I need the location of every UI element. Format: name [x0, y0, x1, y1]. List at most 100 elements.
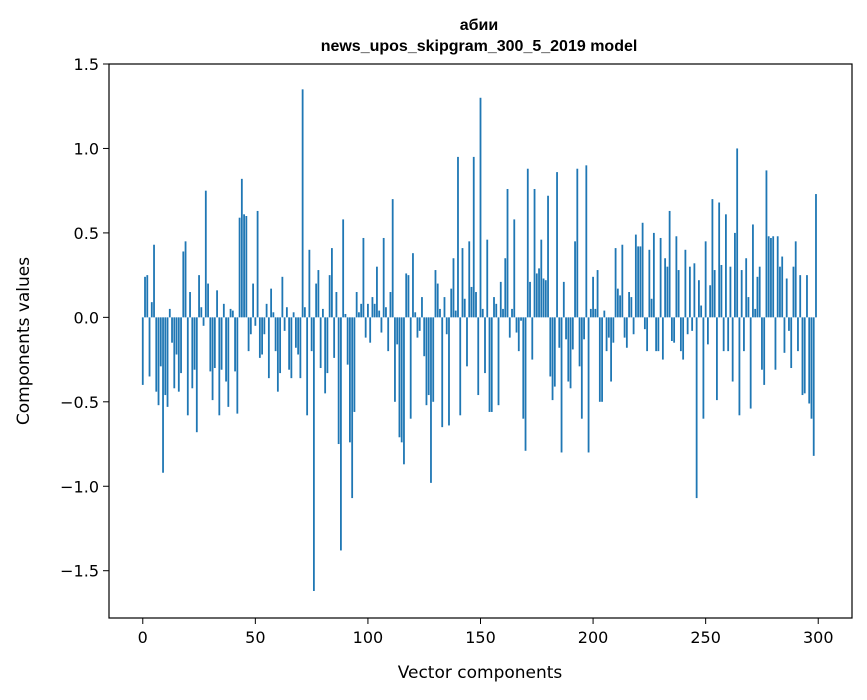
- bar: [792, 266, 795, 318]
- bar: [164, 317, 167, 396]
- bar: [439, 308, 441, 318]
- bar: [538, 268, 540, 318]
- bar: [459, 317, 462, 416]
- bar: [279, 317, 282, 374]
- plot-frame: [108, 63, 853, 619]
- bar: [553, 317, 556, 387]
- bar: [441, 317, 444, 428]
- bar: [486, 239, 489, 318]
- bar: [407, 275, 410, 318]
- bar: [520, 317, 522, 321]
- bar: [472, 156, 475, 318]
- bar: [256, 210, 259, 318]
- bar: [319, 317, 322, 369]
- bar: [673, 317, 676, 343]
- bar: [743, 317, 745, 352]
- bar: [580, 317, 583, 419]
- bar: [547, 195, 549, 318]
- bar: [150, 302, 153, 318]
- bar: [146, 275, 149, 318]
- bar: [709, 285, 712, 318]
- bar: [389, 292, 392, 318]
- x-axis-label: Vector components: [398, 663, 563, 683]
- bar: [682, 317, 685, 360]
- bar: [533, 188, 536, 318]
- x-tick-label: 150: [465, 628, 496, 647]
- bar: [463, 298, 466, 318]
- x-axis: 0 50 100 150 200 250 300: [138, 618, 834, 647]
- bar: [684, 249, 687, 318]
- bar: [585, 165, 588, 318]
- bar: [376, 266, 378, 318]
- bar: [666, 266, 669, 318]
- bar: [731, 317, 734, 382]
- bar: [661, 317, 664, 360]
- bar: [560, 317, 563, 453]
- x-tick-label: 0: [138, 628, 148, 647]
- bar: [229, 308, 232, 318]
- bar: [767, 236, 770, 318]
- bar: [614, 248, 617, 318]
- x-tick-label: 300: [803, 628, 834, 647]
- bar: [740, 270, 743, 318]
- bar: [371, 297, 374, 318]
- bar: [324, 317, 327, 394]
- bar: [425, 317, 428, 406]
- bar: [675, 236, 678, 318]
- bar: [562, 281, 565, 318]
- x-tick-label: 250: [690, 628, 721, 647]
- bar: [225, 317, 227, 382]
- bar: [175, 317, 178, 355]
- bar: [484, 317, 486, 374]
- bar: [297, 317, 300, 355]
- bar: [328, 275, 331, 318]
- bar: [315, 283, 318, 318]
- bar: [281, 276, 284, 318]
- bar: [513, 219, 516, 318]
- bar: [790, 317, 793, 369]
- bars-group: [141, 89, 817, 591]
- y-tick-label: −1.5: [60, 562, 99, 581]
- bar: [565, 317, 567, 340]
- bar: [391, 199, 394, 318]
- bar: [578, 317, 581, 367]
- bar: [646, 317, 649, 352]
- bar: [340, 317, 342, 551]
- bar: [598, 317, 601, 402]
- bar: [261, 317, 263, 355]
- bar: [544, 280, 547, 318]
- bar: [141, 317, 144, 385]
- bar: [702, 317, 705, 419]
- bar: [583, 317, 585, 340]
- bar: [639, 246, 642, 318]
- bar: [234, 317, 236, 372]
- bar: [720, 264, 723, 318]
- bar: [409, 317, 412, 419]
- bar: [159, 317, 162, 367]
- bar: [727, 317, 730, 352]
- bar: [450, 288, 453, 318]
- bar: [765, 170, 768, 318]
- bar: [200, 307, 203, 318]
- bar: [693, 263, 696, 318]
- bar: [493, 297, 495, 318]
- bar: [542, 278, 545, 318]
- bar: [400, 317, 403, 443]
- bar: [227, 317, 230, 407]
- bar: [815, 194, 817, 318]
- bar: [738, 317, 741, 416]
- bar: [788, 317, 790, 331]
- bar: [490, 317, 493, 412]
- bar: [652, 232, 655, 318]
- bar: [367, 303, 369, 318]
- bar: [589, 308, 592, 318]
- bar: [628, 292, 630, 318]
- bar: [380, 317, 383, 333]
- bar: [186, 317, 189, 416]
- bar: [734, 232, 736, 318]
- bar: [312, 317, 315, 591]
- bar: [799, 275, 802, 318]
- bar: [218, 317, 221, 416]
- bar: [556, 172, 558, 318]
- bar: [506, 188, 509, 318]
